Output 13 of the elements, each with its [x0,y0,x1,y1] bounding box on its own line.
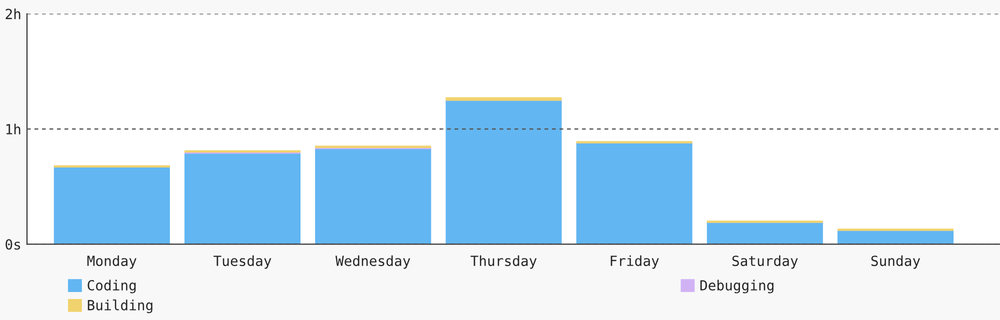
legend-label: Coding [88,280,136,294]
x-tick-label: Monday [87,255,136,269]
x-tick-label: Thursday [470,255,537,269]
x-tick-label: Saturday [732,255,798,269]
y-tick-label: 0s [6,239,20,250]
y-tick-label: 1h [6,124,20,134]
y-tick-label: 2h [6,8,20,20]
legend-label: Debugging [700,280,774,294]
x-tick-label: Tuesday [214,255,272,269]
legend-label: Building [88,300,152,314]
x-tick-label: Wednesday [335,255,410,269]
x-tick-label: Sunday [871,255,920,269]
x-tick-label: Friday [610,255,659,269]
